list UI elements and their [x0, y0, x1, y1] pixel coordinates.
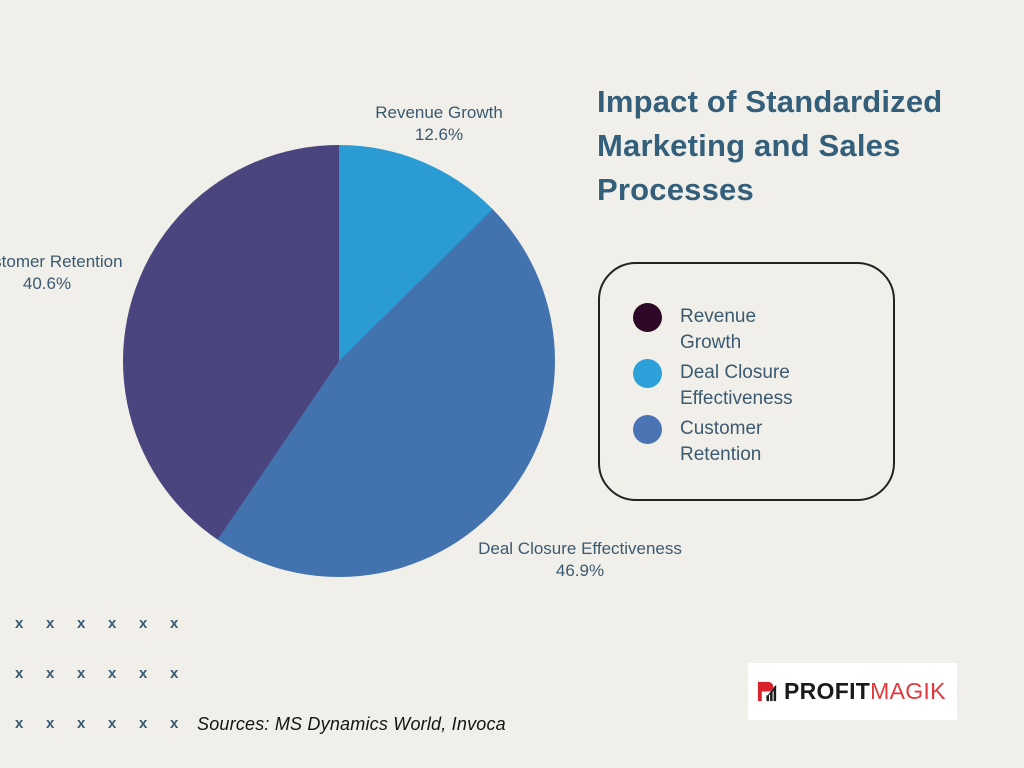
profitmagik-logo: PROFITMAGIK	[748, 663, 957, 720]
legend-item-label: Customer Retention	[680, 418, 763, 465]
legend-swatch-circle-icon	[633, 303, 662, 332]
x-mark: x	[46, 665, 55, 682]
x-mark: x	[77, 665, 86, 682]
x-mark: x	[77, 715, 86, 732]
pie-label-percent: 46.9%	[555, 561, 605, 580]
x-mark: x	[15, 615, 24, 632]
profitmagik-logo-icon	[757, 681, 777, 702]
legend-swatch-circle-icon	[633, 359, 662, 388]
x-mark: x	[170, 615, 179, 632]
x-mark: x	[46, 715, 55, 732]
x-mark: x	[108, 665, 117, 682]
x-mark: x	[15, 665, 24, 682]
x-mark: x	[77, 615, 86, 632]
x-mark: x	[108, 715, 117, 732]
legend-item-label: Deal Closure Effectiveness	[680, 362, 793, 409]
decorative-x-pattern: x x x x x x x x x x x x x x x x x x	[15, 615, 201, 732]
pie-label-text: Revenue Growth	[375, 103, 503, 122]
sources-text: Sources: MS Dynamics World, Invoca	[197, 714, 506, 734]
pie-label-percent: 12.6%	[414, 125, 464, 144]
legend-swatch-circle-icon	[633, 415, 662, 444]
x-mark: x	[108, 615, 117, 632]
pie-label-customer-retention: Customer Retention 40.6%	[0, 251, 123, 295]
pie-label-text: Customer Retention	[0, 252, 123, 271]
legend-item-customer-retention: Customer Retention	[633, 415, 893, 468]
pie-label-percent: 40.6%	[22, 274, 72, 293]
logo-text-profit: PROFIT	[784, 678, 871, 704]
profitmagik-logo-text: PROFITMAGIK	[784, 678, 946, 705]
x-mark: x	[46, 615, 55, 632]
logo-text-magik: MAGIK	[870, 678, 946, 704]
pie-label-deal-closure: Deal Closure Effectiveness 46.9%	[478, 538, 682, 582]
legend-item-deal-closure: Deal Closure Effectiveness	[633, 359, 893, 412]
pie-chart	[123, 145, 555, 577]
x-mark: x	[139, 615, 148, 632]
pie-label-text: Deal Closure Effectiveness	[478, 539, 682, 558]
pie-label-revenue-growth: Revenue Growth 12.6%	[375, 102, 503, 146]
x-mark: x	[139, 665, 148, 682]
x-mark: x	[15, 715, 24, 732]
x-mark: x	[170, 665, 179, 682]
legend: Revenue Growth Deal Closure Effectivenes…	[598, 262, 895, 501]
x-mark: x	[170, 715, 179, 732]
legend-item-label: Revenue Growth	[680, 306, 757, 353]
chart-title: Impact of Standardized Marketing and Sal…	[597, 84, 943, 207]
x-mark: x	[139, 715, 148, 732]
legend-item-revenue-growth: Revenue Growth	[633, 303, 893, 356]
